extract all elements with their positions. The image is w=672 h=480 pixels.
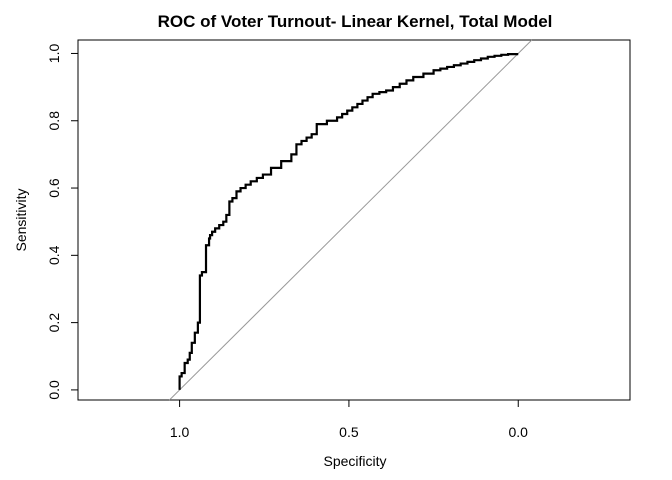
x-tick-label: 1.0 <box>170 424 190 440</box>
y-tick-label: 1.0 <box>46 44 62 64</box>
x-tick-label: 0.5 <box>339 424 359 440</box>
y-tick-label: 0.4 <box>46 245 62 265</box>
x-axis-label: Specificity <box>323 453 386 469</box>
reference-diagonal-line <box>169 39 533 401</box>
y-axis: 0.0 0.2 0.4 0.6 0.8 1.0 <box>46 44 79 400</box>
y-tick-label: 0.6 <box>46 178 62 198</box>
x-tick-label: 0.0 <box>509 424 529 440</box>
x-axis: 1.0 0.5 0.0 <box>170 399 529 440</box>
chart-title: ROC of Voter Turnout- Linear Kernel, Tot… <box>158 12 553 31</box>
roc-curve-line <box>178 53 519 390</box>
y-axis-label: Sensitivity <box>13 188 29 251</box>
y-tick-label: 0.2 <box>46 313 62 333</box>
y-tick-label: 0.8 <box>46 111 62 131</box>
y-tick-label: 0.0 <box>46 380 62 400</box>
plot-frame <box>77 39 631 401</box>
